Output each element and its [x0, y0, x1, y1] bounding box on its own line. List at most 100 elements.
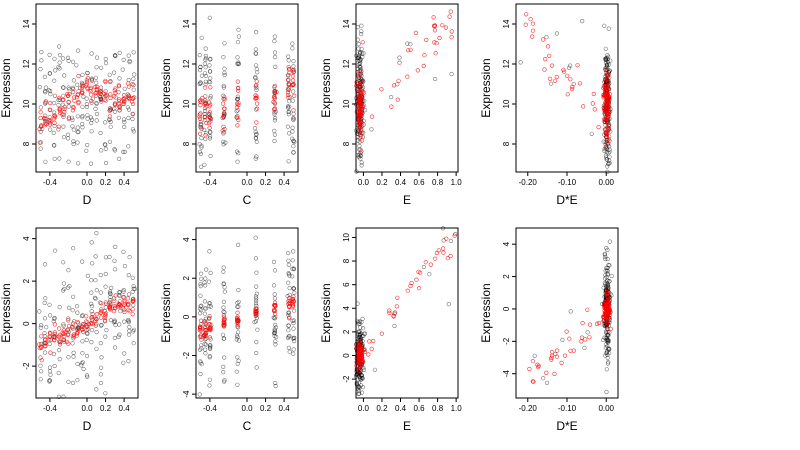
data-point-black [254, 298, 259, 303]
y-tick-label: 4 [22, 236, 31, 241]
data-point-red [587, 335, 592, 340]
data-point-black [98, 365, 104, 370]
y-tick-label: 10 [22, 99, 31, 108]
data-point-black [121, 149, 126, 154]
data-point-red [254, 120, 259, 125]
data-point-red [272, 83, 277, 89]
data-point-red [51, 334, 56, 339]
data-point-black [207, 134, 213, 139]
data-point-black [221, 139, 226, 144]
data-point-black [203, 46, 208, 51]
data-point-black [272, 34, 277, 39]
data-point-black [203, 82, 208, 87]
data-point-red [603, 142, 608, 147]
data-point-black [607, 158, 612, 163]
x-tick-label: -0.10 [558, 404, 577, 413]
data-point-red [71, 105, 76, 110]
data-point-red [253, 93, 258, 98]
data-point-black [271, 259, 277, 265]
data-point-red [449, 29, 454, 34]
data-point-black [131, 341, 136, 346]
x-axis-title: C [243, 419, 252, 433]
data-point-black [203, 73, 208, 79]
data-point-black [38, 323, 44, 328]
x-tick-label: 0.0 [241, 404, 253, 413]
y-tick-label: 0 [502, 306, 511, 311]
plot-frame [355, 3, 459, 173]
data-point-red [81, 329, 86, 335]
data-point-red [286, 301, 291, 307]
data-point-black [544, 380, 550, 385]
data-point-black [291, 351, 296, 356]
data-point-black [121, 117, 127, 122]
data-point-red [591, 91, 596, 97]
data-point-red [203, 114, 208, 119]
data-point-red [98, 89, 103, 94]
data-point-black [198, 119, 203, 124]
data-point-black [51, 100, 57, 106]
data-point-red [102, 318, 108, 323]
data-point-red [367, 339, 372, 344]
data-point-red [221, 322, 226, 328]
data-point-red [530, 359, 536, 364]
data-point-red [130, 312, 135, 317]
data-point-black [94, 346, 99, 351]
data-point-black [65, 55, 71, 61]
x-axis-title: D*E [556, 419, 577, 433]
data-point-black [273, 380, 278, 386]
data-point-black [57, 52, 63, 58]
data-point-red [76, 73, 81, 79]
data-point-red [285, 77, 291, 82]
data-point-red [122, 300, 127, 305]
data-point-black [113, 53, 118, 59]
y-axis-title: Expression [319, 58, 333, 117]
data-point-black [47, 52, 52, 58]
x-tick-label: 0.2 [100, 404, 112, 413]
data-point-black [208, 56, 213, 62]
data-point-red [605, 319, 610, 324]
y-tick-label: 12 [182, 59, 191, 68]
data-point-red [360, 130, 365, 135]
y-tick-label: 12 [22, 59, 31, 68]
data-point-red [603, 66, 608, 71]
data-point-black [89, 51, 94, 56]
data-point-red [76, 100, 81, 106]
data-point-black [89, 328, 95, 333]
data-point-red [274, 89, 279, 95]
data-point-red [406, 48, 411, 53]
data-point-red [112, 102, 117, 107]
data-point-black [57, 357, 62, 362]
data-point-red [417, 286, 422, 291]
data-point-black [199, 126, 204, 132]
data-point-black [222, 285, 227, 290]
data-point-black [356, 329, 361, 334]
data-point-black [103, 160, 109, 166]
data-point-black [235, 55, 240, 60]
data-point-black [607, 154, 612, 159]
points-layer [197, 235, 297, 397]
data-point-red [601, 107, 607, 112]
data-point-red [108, 92, 113, 97]
data-point-red [98, 88, 104, 93]
data-point-red [84, 324, 89, 329]
data-point-black [127, 332, 132, 337]
data-point-black [103, 146, 108, 151]
y-tick-label: 14 [22, 19, 31, 28]
data-point-red [604, 134, 609, 139]
data-point-black [252, 126, 258, 131]
data-point-black [357, 385, 362, 390]
data-point-black [109, 285, 114, 291]
data-point-red [286, 65, 291, 70]
y-tick-label: -2 [182, 351, 191, 359]
data-point-black [61, 394, 66, 399]
data-point-red [290, 302, 295, 307]
data-point-black [122, 307, 127, 312]
data-point-red [357, 343, 362, 348]
data-point-black [47, 365, 53, 370]
x-tick-label: 1.0 [451, 404, 463, 413]
x-tick-label: 0.2 [376, 178, 388, 187]
data-point-black [99, 355, 104, 360]
data-point-black [582, 345, 587, 351]
data-point-black [116, 115, 121, 120]
x-tick-label: 0.4 [119, 178, 131, 187]
